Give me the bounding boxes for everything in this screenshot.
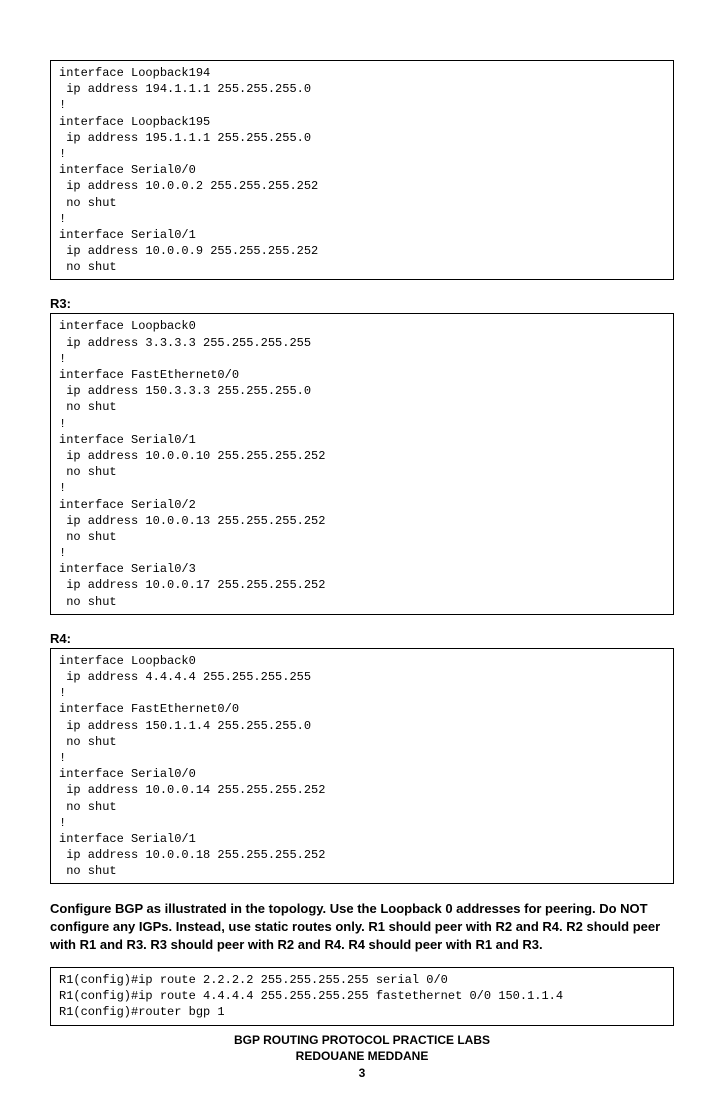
router-label-r4: R4: xyxy=(50,631,674,646)
config-box-top: interface Loopback194 ip address 194.1.1… xyxy=(50,60,674,280)
router-label-r3: R3: xyxy=(50,296,674,311)
instruction-text: Configure BGP as illustrated in the topo… xyxy=(50,900,674,953)
footer-page-number: 3 xyxy=(50,1065,674,1082)
config-box-commands: R1(config)#ip route 2.2.2.2 255.255.255.… xyxy=(50,967,674,1026)
page-footer: BGP ROUTING PROTOCOL PRACTICE LABS REDOU… xyxy=(50,1032,674,1082)
config-box-r3: interface Loopback0 ip address 3.3.3.3 2… xyxy=(50,313,674,614)
config-box-r4: interface Loopback0 ip address 4.4.4.4 2… xyxy=(50,648,674,885)
footer-author: REDOUANE MEDDANE xyxy=(50,1048,674,1065)
page-content: interface Loopback194 ip address 194.1.1… xyxy=(0,0,724,1102)
footer-title: BGP ROUTING PROTOCOL PRACTICE LABS xyxy=(50,1032,674,1049)
